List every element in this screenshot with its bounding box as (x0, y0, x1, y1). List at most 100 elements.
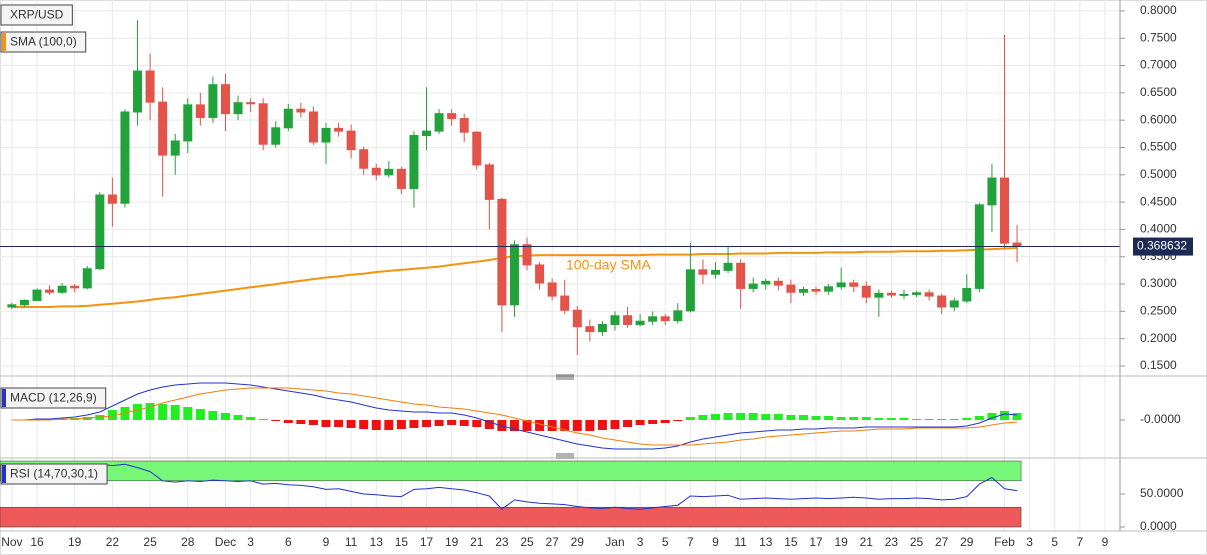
macd-histogram-bar (836, 417, 846, 420)
candle-body (987, 177, 997, 206)
x-tick-label: 22 (106, 535, 120, 549)
candle-body (949, 300, 959, 308)
resize-grip[interactable] (556, 374, 574, 380)
candle-body (384, 168, 394, 176)
macd-histogram-bar (409, 420, 419, 428)
grid (0, 0, 1120, 531)
annotation: 100-day SMA (566, 257, 651, 273)
resize-grip[interactable] (556, 453, 574, 459)
candle-body (409, 134, 419, 189)
x-tick-label: 9 (712, 535, 719, 549)
candle-body (233, 102, 243, 115)
legend-item: RSI (14,70,30,1) (0, 463, 108, 485)
candle-body (736, 262, 746, 289)
y-tick-label: 0.6500 (1140, 85, 1177, 99)
x-tick-label: 27 (545, 535, 559, 549)
x-tick-label: Jan (605, 535, 624, 549)
macd-histogram-bar (748, 413, 758, 420)
candle-body (183, 104, 193, 142)
candle-body (45, 289, 55, 293)
candle-body (346, 130, 356, 151)
candle-body (648, 316, 658, 322)
candle-body (924, 292, 934, 297)
x-tick-label: 3 (247, 535, 254, 549)
candle-body (874, 292, 884, 298)
y-tick-label: 0.4000 (1140, 222, 1177, 236)
candle-body (484, 164, 494, 200)
candle-body (886, 292, 896, 296)
macd-histogram-bar (509, 420, 519, 431)
macd-histogram-bar (371, 420, 381, 430)
candle-body (70, 285, 80, 289)
x-tick-label: 5 (662, 535, 669, 549)
candle-body (195, 104, 205, 118)
macd-histogram-bar (107, 410, 117, 420)
candle-body (296, 108, 306, 113)
y-tick-label: 0.6000 (1140, 112, 1177, 126)
macd-histogram-bar (396, 420, 406, 429)
candle-body (899, 293, 909, 296)
candle-body (861, 285, 871, 298)
candle-body (685, 269, 695, 312)
marks (0, 20, 1120, 528)
legend-item: XRP/USD (0, 4, 73, 26)
x-tick-label: 19 (834, 535, 848, 549)
x-tick-label: 21 (860, 535, 874, 549)
candle-body (422, 130, 432, 136)
y-tick-label: 0.2000 (1140, 331, 1177, 345)
candle-body (308, 111, 318, 143)
candle-body (359, 149, 369, 169)
macd-histogram-bar (912, 419, 922, 420)
candle-body (811, 289, 821, 292)
x-tick-label: 25 (520, 535, 534, 549)
y-tick-label: 0.2500 (1140, 304, 1177, 318)
legend-box (0, 463, 108, 485)
y-tick-label: 0.5500 (1140, 140, 1177, 154)
candle-body (962, 287, 972, 302)
candle-body (547, 282, 557, 297)
macd-histogram-bar (874, 418, 884, 420)
candle-body (824, 286, 834, 292)
x-tick-label: 28 (181, 535, 195, 549)
y-tick-label: 0.8000 (1140, 3, 1177, 17)
candle-body (133, 70, 143, 113)
y-tick-label: 50.0000 (1140, 486, 1184, 500)
macd-histogram-bar (434, 420, 444, 426)
candle-body (19, 299, 29, 306)
candle-body (761, 280, 771, 285)
x-tick-label: 3 (1026, 535, 1033, 549)
candle-body (673, 310, 683, 322)
x-tick-label: 23 (885, 535, 899, 549)
macd-histogram-bar (937, 419, 947, 420)
candle-body (497, 198, 507, 306)
signal-line (11, 387, 1018, 446)
rsi-line (11, 463, 1018, 510)
macd-histogram-bar (195, 409, 205, 420)
macd-histogram-bar (133, 404, 143, 420)
candle-body (660, 316, 670, 322)
candle-body (57, 285, 67, 293)
candle-body (849, 282, 859, 287)
macd-histogram-bar (459, 420, 469, 426)
macd-histogram-bar (698, 415, 708, 420)
macd-histogram-bar (158, 404, 168, 420)
x-tick-label: 7 (1077, 535, 1084, 549)
macd-histogram-bar (886, 418, 896, 420)
y-tick-label: 0.3000 (1140, 276, 1177, 290)
candle-body (711, 269, 721, 275)
candle-body (773, 280, 783, 286)
macd-histogram-bar (384, 420, 394, 430)
legend-label: RSI (14,70,30,1) (10, 467, 98, 481)
macd-histogram-bar (786, 415, 796, 420)
candle-body (107, 194, 117, 204)
candle-body (522, 244, 532, 266)
candle-body (597, 323, 607, 333)
y-tick-label: 0.0000 (1140, 519, 1177, 533)
macd-histogram-bar (711, 414, 721, 420)
candle-body (937, 295, 947, 308)
macd-histogram-bar (798, 415, 808, 420)
macd-histogram-bar (258, 419, 268, 420)
candle-body (220, 84, 230, 115)
x-tick-label: 29 (571, 535, 585, 549)
macd-histogram-bar (723, 413, 733, 420)
